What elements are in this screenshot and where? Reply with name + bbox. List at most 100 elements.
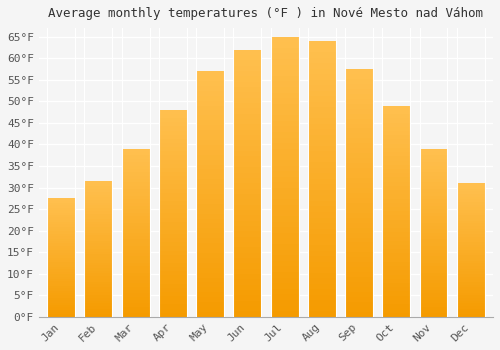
Bar <box>84 184 112 187</box>
Bar <box>122 172 150 176</box>
Bar <box>84 271 112 273</box>
Bar <box>47 219 75 222</box>
Bar <box>382 161 410 165</box>
Bar <box>234 167 262 173</box>
Bar <box>270 166 298 171</box>
Bar <box>457 183 484 186</box>
Bar <box>84 214 112 216</box>
Bar <box>122 253 150 256</box>
Bar <box>308 129 336 135</box>
Bar <box>420 176 448 179</box>
Bar <box>196 111 224 116</box>
Bar <box>420 203 448 206</box>
Bar <box>84 252 112 254</box>
Bar <box>345 198 373 203</box>
Bar <box>270 244 298 250</box>
Bar <box>345 104 373 108</box>
Bar <box>420 196 448 199</box>
Bar <box>345 183 373 188</box>
Bar <box>420 263 448 266</box>
Bar <box>345 119 373 124</box>
Bar <box>84 260 112 262</box>
Bar <box>382 148 410 152</box>
Bar <box>234 215 262 220</box>
Bar <box>308 284 336 289</box>
Bar <box>47 241 75 243</box>
Bar <box>382 110 410 114</box>
Bar <box>308 57 336 63</box>
Bar <box>196 106 224 111</box>
Bar <box>159 284 187 288</box>
Bar <box>457 205 484 207</box>
Bar <box>84 219 112 222</box>
Bar <box>234 156 262 162</box>
Bar <box>196 130 224 135</box>
Bar <box>382 144 410 148</box>
Bar <box>457 237 484 239</box>
Bar <box>47 262 75 265</box>
Bar <box>159 160 187 164</box>
Bar <box>84 181 112 184</box>
Bar <box>234 87 262 92</box>
Bar <box>47 222 75 224</box>
Bar <box>196 189 224 194</box>
Bar <box>84 216 112 219</box>
Bar <box>84 211 112 213</box>
Bar <box>47 286 75 288</box>
Bar <box>159 275 187 280</box>
Bar <box>382 313 410 317</box>
Bar <box>270 306 298 311</box>
Bar <box>84 287 112 290</box>
Bar <box>234 130 262 135</box>
Bar <box>159 122 187 126</box>
Bar <box>457 197 484 199</box>
Bar <box>345 133 373 138</box>
Bar <box>159 135 187 139</box>
Bar <box>308 151 336 157</box>
Bar <box>196 297 224 302</box>
Bar <box>47 227 75 229</box>
Bar <box>47 293 75 295</box>
Bar <box>382 106 410 110</box>
Bar <box>420 287 448 290</box>
Bar <box>308 157 336 162</box>
Bar <box>159 255 187 259</box>
Bar <box>382 296 410 300</box>
Bar <box>159 288 187 292</box>
Bar <box>84 233 112 235</box>
Bar <box>345 138 373 143</box>
Bar <box>345 307 373 312</box>
Bar <box>122 189 150 192</box>
Bar <box>47 270 75 272</box>
Bar <box>382 177 410 182</box>
Title: Average monthly temperatures (°F ) in Nové Mesto nad Váhom: Average monthly temperatures (°F ) in No… <box>48 7 484 20</box>
Bar <box>457 314 484 317</box>
Bar <box>382 279 410 283</box>
Bar <box>196 91 224 96</box>
Bar <box>47 276 75 279</box>
Bar <box>234 290 262 295</box>
Bar <box>270 160 298 166</box>
Bar <box>308 295 336 300</box>
Bar <box>308 190 336 195</box>
Bar <box>457 229 484 231</box>
Bar <box>382 198 410 203</box>
Bar <box>345 208 373 213</box>
Bar <box>196 135 224 140</box>
Bar <box>47 255 75 258</box>
Bar <box>234 92 262 98</box>
Bar <box>196 155 224 160</box>
Bar <box>196 282 224 287</box>
Bar <box>457 250 484 253</box>
Bar <box>457 306 484 309</box>
Bar <box>234 189 262 194</box>
Bar <box>382 203 410 207</box>
Bar <box>308 289 336 295</box>
Bar <box>122 193 150 196</box>
Bar <box>122 186 150 189</box>
Bar <box>382 118 410 122</box>
Bar <box>122 223 150 226</box>
Bar <box>308 262 336 267</box>
Bar <box>234 151 262 156</box>
Bar <box>308 146 336 151</box>
